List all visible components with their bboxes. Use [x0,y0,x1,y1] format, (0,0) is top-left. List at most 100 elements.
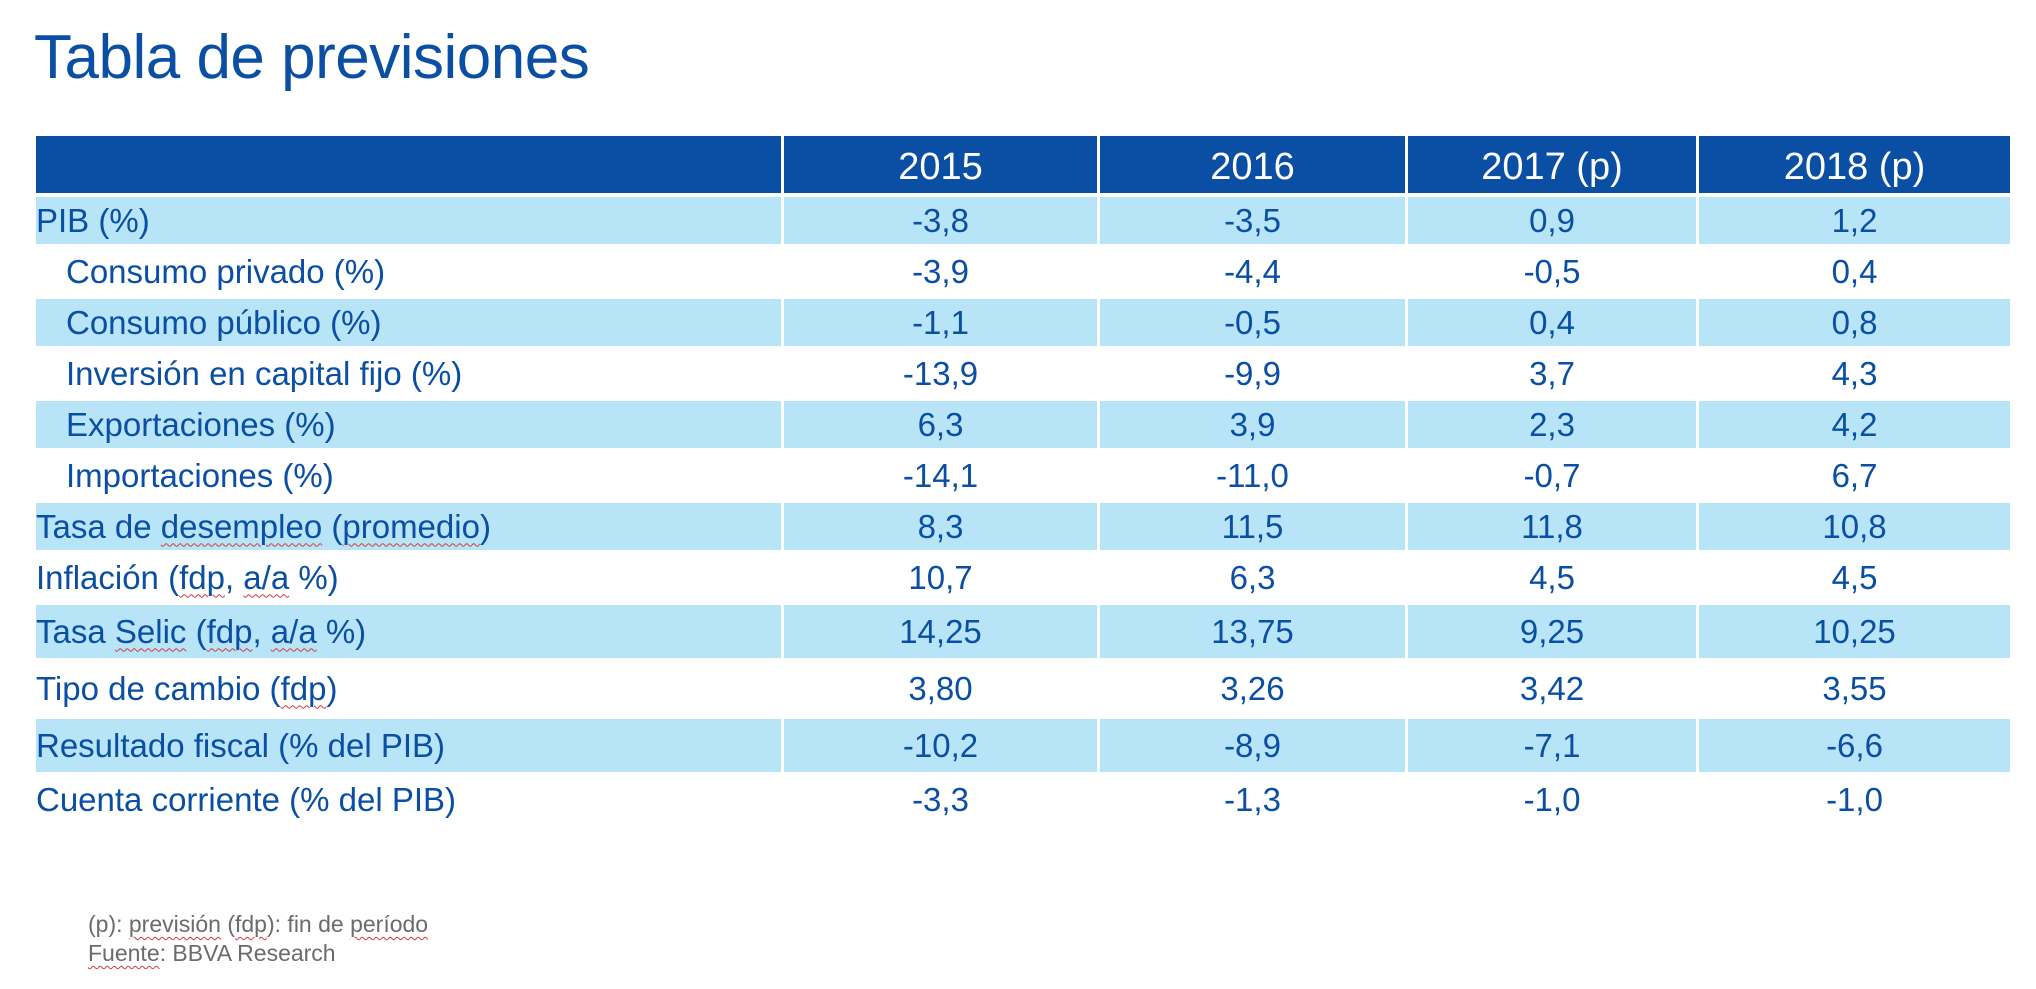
row-label-resultado-fiscal: Resultado fiscal (% del PIB) [36,715,784,772]
row-label-inflacion: Inflación (fdp, a/a %) [36,550,784,601]
table-cell: 14,25 [784,601,1100,658]
table-cell: -3,8 [784,193,1100,244]
table-cell: -10,2 [784,715,1100,772]
table-cell: 0,4 [1408,295,1699,346]
table-cell: -1,1 [784,295,1100,346]
table-cell: -1,0 [1408,772,1699,823]
table-cell: 6,7 [1699,448,2010,499]
table-cell: 8,3 [784,499,1100,550]
footnote-legend: (p): previsión (fdp): fin de período [88,910,428,939]
table-cell: 3,55 [1699,658,2010,715]
page-title: Tabla de previsiones [34,23,590,92]
table-row: Inflación (fdp, a/a %) 10,7 6,3 4,5 4,5 [36,550,2010,601]
table-cell: 6,3 [784,397,1100,448]
row-label-cuenta-corriente: Cuenta corriente (% del PIB) [36,772,784,823]
footnote-part: : BBVA Research [159,940,336,966]
table-cell: -7,1 [1408,715,1699,772]
label-part: ) [326,669,338,707]
table-cell: 3,7 [1408,346,1699,397]
row-label-consumo-publico: Consumo público (%) [36,295,784,346]
table-cell: 3,26 [1100,658,1408,715]
table-row: Resultado fiscal (% del PIB) -10,2 -8,9 … [36,715,2010,772]
table-cell: -13,9 [784,346,1100,397]
row-label-pib: PIB (%) [36,193,784,244]
table-row: Cuenta corriente (% del PIB) -3,3 -1,3 -… [36,772,2010,823]
footnote-part: ): fin de [266,911,351,937]
table-cell: 13,75 [1100,601,1408,658]
footnote-part: previsión [128,911,221,937]
label-part: Tipo de cambio ( [36,669,281,707]
label-part: Tasa [36,612,115,650]
label-part: ) [479,507,491,545]
table-cell: -3,5 [1100,193,1408,244]
table-cell: 10,8 [1699,499,2010,550]
label-part: %) [316,612,367,650]
table-header-row: 2015 2016 2017 (p) 2018 (p) [36,136,2010,193]
table-cell: -3,3 [784,772,1100,823]
table-cell: 11,5 [1100,499,1408,550]
footnote: (p): previsión (fdp): fin de período Fue… [88,910,428,968]
table-cell: -1,0 [1699,772,2010,823]
table-cell: -0,5 [1100,295,1408,346]
row-label-tasa-selic: Tasa Selic (fdp, a/a %) [36,601,784,658]
table-cell: -1,3 [1100,772,1408,823]
table-cell: -4,4 [1100,244,1408,295]
table-cell: -9,9 [1100,346,1408,397]
column-header-2018: 2018 (p) [1699,136,2010,193]
table-cell: -3,9 [784,244,1100,295]
table-row: Consumo público (%) -1,1 -0,5 0,4 0,8 [36,295,2010,346]
table-cell: 2,3 [1408,397,1699,448]
row-label-exportaciones: Exportaciones (%) [36,397,784,448]
table-row: Tipo de cambio (fdp) 3,80 3,26 3,42 3,55 [36,658,2010,715]
row-label-tasa-desempleo: Tasa de desempleo (promedio) [36,499,784,550]
table-cell: -0,5 [1408,244,1699,295]
footnote-part: período [350,911,429,937]
table-cell: 3,80 [784,658,1100,715]
label-part: promedio [342,507,480,545]
table-cell: -0,7 [1408,448,1699,499]
table-cell: 4,5 [1699,550,2010,601]
table-row: Tasa de desempleo (promedio) 8,3 11,5 11… [36,499,2010,550]
label-part: , [224,558,244,596]
table-cell: 1,2 [1699,193,2010,244]
table-row: Tasa Selic (fdp, a/a %) 14,25 13,75 9,25… [36,601,2010,658]
table-cell: 3,42 [1408,658,1699,715]
label-part: fdp [206,612,253,650]
table-row: Exportaciones (%) 6,3 3,9 2,3 4,2 [36,397,2010,448]
table-row: Inversión en capital fijo (%) -13,9 -9,9… [36,346,2010,397]
table-row: Consumo privado (%) -3,9 -4,4 -0,5 0,4 [36,244,2010,295]
forecast-table: 2015 2016 2017 (p) 2018 (p) PIB (%) -3,8… [36,136,2010,823]
footnote-part: (p): [88,911,129,937]
table-cell: 0,8 [1699,295,2010,346]
label-part: ( [186,612,207,650]
column-header-label [36,136,784,193]
column-header-2017: 2017 (p) [1408,136,1699,193]
column-header-2015: 2015 [784,136,1100,193]
label-part: Inflación ( [36,558,180,596]
row-label-tipo-cambio: Tipo de cambio (fdp) [36,658,784,715]
label-part: fdp [280,669,327,707]
label-part: %) [289,558,339,596]
label-part: Tasa de [36,507,161,545]
table-cell: 4,5 [1408,550,1699,601]
table-cell: -14,1 [784,448,1100,499]
table-row: Importaciones (%) -14,1 -11,0 -0,7 6,7 [36,448,2010,499]
label-part: desempleo [160,507,323,545]
column-header-2016: 2016 [1100,136,1408,193]
table-cell: 6,3 [1100,550,1408,601]
table-cell: 0,9 [1408,193,1699,244]
table-cell: 11,8 [1408,499,1699,550]
table-cell: -11,0 [1100,448,1408,499]
footnote-part: fdp [235,911,267,937]
footnote-part: ( [220,911,235,937]
label-part: fdp [179,558,225,596]
table-cell: 0,4 [1699,244,2010,295]
footnote-part: Fuente [88,940,160,966]
label-part: a/a [243,558,290,596]
footnote-source: Fuente: BBVA Research [88,939,428,968]
table-cell: 9,25 [1408,601,1699,658]
table-cell: 4,2 [1699,397,2010,448]
row-label-consumo-privado: Consumo privado (%) [36,244,784,295]
label-part: Selic [114,612,187,650]
label-part: , [252,612,271,650]
